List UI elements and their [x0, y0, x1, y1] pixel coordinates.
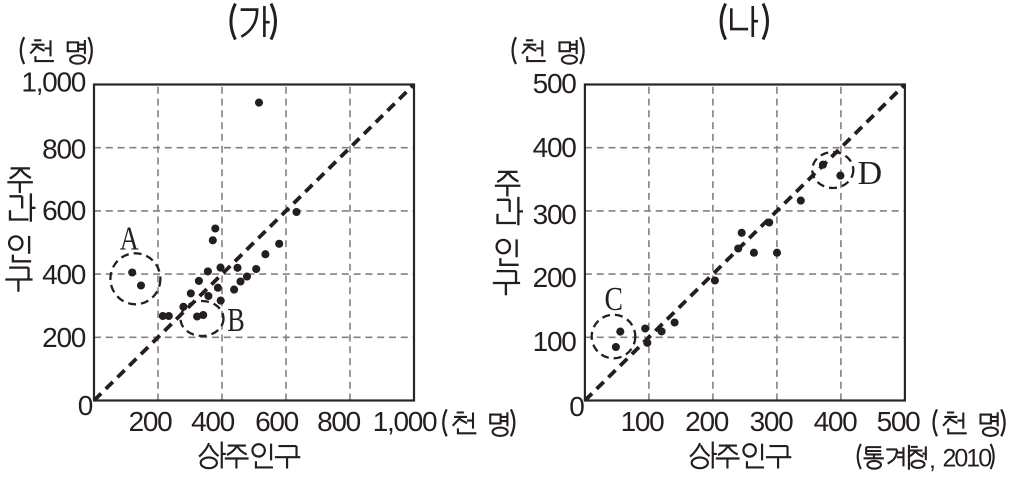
svg-text:A: A	[120, 221, 139, 258]
svg-text:2010: 2010	[943, 444, 992, 472]
svg-text:C: C	[604, 281, 623, 318]
svg-text:1,000: 1,000	[373, 406, 437, 437]
svg-text:100: 100	[621, 406, 665, 437]
svg-text:400: 400	[814, 406, 858, 437]
svg-text:500: 500	[533, 68, 577, 99]
svg-text:B: B	[227, 302, 245, 339]
svg-text:0: 0	[78, 390, 93, 421]
svg-text:800: 800	[42, 134, 86, 165]
svg-text:600: 600	[42, 195, 86, 226]
svg-text:600: 600	[255, 406, 299, 437]
svg-text:200: 200	[533, 262, 577, 293]
svg-text:200: 200	[685, 406, 729, 437]
svg-text:200: 200	[42, 322, 86, 353]
svg-text:300: 300	[750, 406, 794, 437]
svg-text:,: ,	[929, 446, 934, 474]
svg-text:500: 500	[877, 406, 921, 437]
svg-text:200: 200	[129, 406, 173, 437]
svg-text:400: 400	[42, 259, 86, 290]
svg-text:D: D	[858, 155, 883, 192]
svg-text:800: 800	[317, 406, 361, 437]
svg-text:400: 400	[533, 132, 577, 163]
svg-text:300: 300	[533, 199, 577, 230]
svg-text:400: 400	[191, 406, 235, 437]
svg-text:100: 100	[533, 326, 577, 357]
svg-text:0: 0	[569, 391, 584, 422]
svg-text:1,000: 1,000	[21, 67, 85, 98]
